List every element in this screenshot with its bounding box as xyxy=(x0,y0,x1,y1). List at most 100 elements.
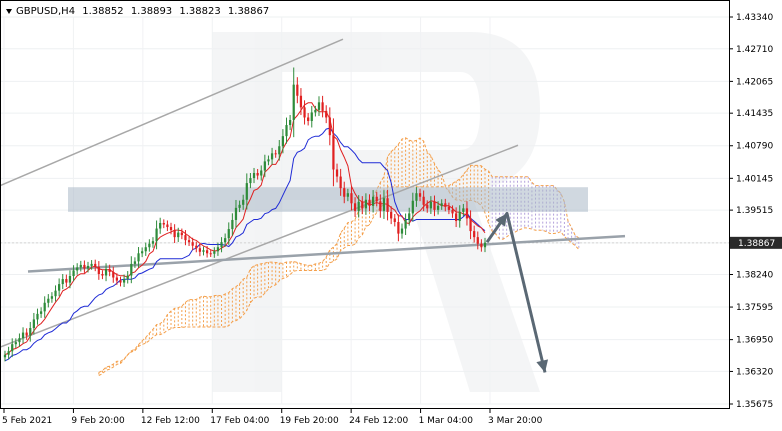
forecast-arrows xyxy=(485,211,549,373)
candle-body xyxy=(426,204,429,209)
chart-header: GBPUSD,H4 1.38852 1.38893 1.38823 1.3886… xyxy=(6,6,269,17)
candle-body xyxy=(238,204,241,208)
candle-body xyxy=(72,270,75,277)
candle-body xyxy=(335,169,339,177)
candle-body xyxy=(115,277,118,281)
channel-lower-line xyxy=(0,144,519,348)
candle-body xyxy=(155,228,158,242)
candle-body xyxy=(205,250,209,254)
candle-body xyxy=(404,219,407,229)
candle-body xyxy=(285,125,288,137)
candle-body xyxy=(473,231,476,238)
candle-body xyxy=(444,203,447,207)
price-axis: 1.43340 1.42710 1.42065 1.41435 1.40790 1.401… xyxy=(729,13,782,410)
candle-body xyxy=(339,176,342,189)
candle-body xyxy=(375,196,378,202)
candle-body xyxy=(483,242,487,248)
candle-body xyxy=(94,263,97,267)
candle-body xyxy=(245,183,248,200)
candle-body xyxy=(397,221,400,234)
candle-body xyxy=(433,201,436,210)
forecast-arrowhead-down xyxy=(536,359,549,373)
candle-body xyxy=(173,230,176,238)
candle-body xyxy=(122,279,126,283)
candle-body xyxy=(195,245,198,249)
candle-body xyxy=(166,224,169,228)
candle-body xyxy=(310,112,313,122)
candle-body xyxy=(299,95,303,108)
candle-body xyxy=(90,263,93,266)
watermark-logo xyxy=(212,32,540,392)
candle-body xyxy=(260,170,263,176)
candle-body xyxy=(455,213,458,221)
time-axis: 5 Feb 2021 9 Feb 20:00 12 Feb 12:00 17 Feb … xyxy=(2,409,543,426)
candle-body xyxy=(177,232,180,238)
candle-body xyxy=(418,193,422,197)
candle-body xyxy=(303,107,306,118)
candle-body xyxy=(224,238,227,243)
candle-body xyxy=(191,242,194,246)
candle-body xyxy=(39,311,43,314)
candle-body xyxy=(76,267,79,271)
candle-body xyxy=(314,109,317,113)
plot-frame xyxy=(0,0,730,409)
candle-body xyxy=(104,268,108,276)
candle-body xyxy=(256,173,259,176)
candle-body xyxy=(325,110,328,118)
candle-body xyxy=(440,203,443,206)
candle-body xyxy=(458,211,461,221)
y-tick-label: 1.37595 xyxy=(736,303,773,313)
candle-body xyxy=(400,228,404,234)
candle-body xyxy=(198,248,202,252)
candle-body xyxy=(296,84,299,96)
candle-body xyxy=(220,242,223,248)
candle-body xyxy=(65,279,68,283)
current-price-badge xyxy=(730,236,782,249)
candle-body xyxy=(101,273,104,276)
y-tick-label: 1.38240 xyxy=(736,270,773,280)
analysis-overlays xyxy=(0,38,626,348)
candle-body xyxy=(242,199,245,205)
candle-body xyxy=(227,229,230,239)
candle-body xyxy=(108,268,111,272)
candle-body xyxy=(364,199,368,209)
candle-body xyxy=(274,153,277,155)
candle-body xyxy=(382,198,386,211)
candle-body xyxy=(411,200,414,214)
candle-body xyxy=(249,178,252,184)
x-tick-label: 24 Feb 12:00 xyxy=(349,416,408,426)
candle-body xyxy=(278,146,281,155)
candle-body xyxy=(292,84,295,120)
senkou-span-b xyxy=(98,186,580,376)
candle-body xyxy=(267,159,270,162)
channel-upper-line xyxy=(0,38,344,187)
candle-body xyxy=(202,250,205,252)
y-tick-label: 1.39515 xyxy=(736,206,773,216)
candle-body xyxy=(447,206,451,210)
candle-body xyxy=(137,253,140,262)
candle-body xyxy=(216,247,220,252)
candle-body xyxy=(288,119,292,126)
candle-body xyxy=(187,240,191,243)
y-tick-label: 1.42710 xyxy=(736,45,773,55)
candle-body xyxy=(415,193,418,201)
candle-body xyxy=(50,296,54,299)
candle-body xyxy=(169,227,173,231)
candle-body xyxy=(54,290,57,297)
candle-body xyxy=(97,266,100,274)
candle-body xyxy=(231,219,234,230)
dropdown-triangle-icon[interactable] xyxy=(6,9,12,14)
y-tick-label: 1.42065 xyxy=(736,77,773,87)
candle-body xyxy=(307,117,310,122)
candle-body xyxy=(21,332,25,339)
candle-body xyxy=(159,222,162,229)
candlesticks xyxy=(3,67,487,362)
candle-body xyxy=(343,188,346,197)
candle-body xyxy=(14,342,17,345)
candle-body xyxy=(350,193,353,204)
candle-body xyxy=(234,207,238,220)
candle-body xyxy=(141,251,144,254)
candle-body xyxy=(7,351,10,355)
x-tick-label: 12 Feb 12:00 xyxy=(141,416,200,426)
